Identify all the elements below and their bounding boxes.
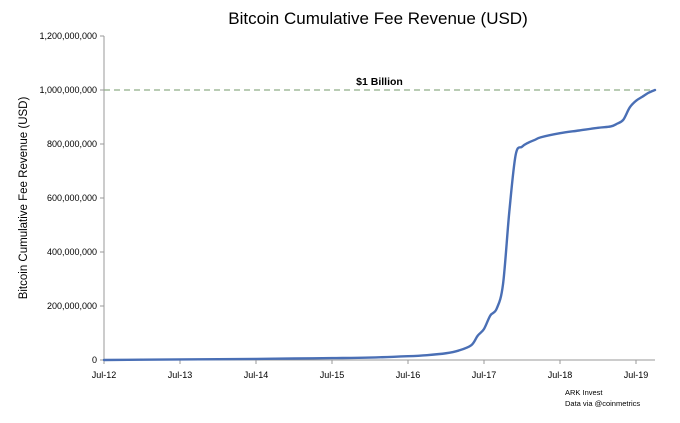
data-point bbox=[648, 92, 650, 94]
data-point bbox=[559, 132, 561, 134]
data-point bbox=[458, 349, 460, 352]
data-point bbox=[489, 314, 491, 317]
x-ticks: Jul-12 Jul-13 Jul-14 Jul-15 Jul-16 Jul-17 Jul-… bbox=[92, 360, 649, 380]
data-point bbox=[610, 125, 612, 128]
data-point bbox=[534, 139, 536, 141]
data-point bbox=[597, 127, 599, 129]
data-point bbox=[654, 89, 656, 91]
data-point bbox=[521, 146, 523, 148]
data-point bbox=[508, 210, 510, 213]
series-group bbox=[102, 88, 657, 362]
x-tick-label: Jul-19 bbox=[624, 370, 649, 380]
y-ticks: 0 200,000,000 400,000,000 600,000,000 800,00… bbox=[39, 31, 104, 365]
reference-line-group: $1 Billion bbox=[104, 76, 655, 91]
data-point bbox=[641, 96, 643, 98]
data-point bbox=[483, 328, 485, 330]
y-tick-label: 600,000,000 bbox=[47, 193, 97, 203]
y-tick-label: 800,000,000 bbox=[47, 139, 97, 149]
x-tick-label: Jul-12 bbox=[92, 370, 117, 380]
data-point bbox=[502, 283, 504, 285]
data-point bbox=[540, 136, 542, 138]
x-tick-label: Jul-14 bbox=[244, 370, 269, 380]
chart-title: Bitcoin Cumulative Fee Revenue (USD) bbox=[228, 9, 528, 28]
source-line-1: ARK Invest bbox=[565, 388, 603, 397]
data-point bbox=[407, 355, 409, 357]
y-tick-label: 400,000,000 bbox=[47, 247, 97, 257]
data-point bbox=[255, 358, 257, 360]
data-point bbox=[629, 106, 631, 109]
y-tick-label: 200,000,000 bbox=[47, 301, 97, 311]
x-tick-label: Jul-15 bbox=[320, 370, 345, 380]
data-point bbox=[496, 308, 498, 310]
x-tick-label: Jul-17 bbox=[472, 370, 497, 380]
y-tick-label: 1,200,000,000 bbox=[39, 31, 97, 41]
y-tick-label: 1,000,000,000 bbox=[39, 85, 97, 95]
data-point bbox=[141, 359, 143, 361]
y-tick-label: 0 bbox=[92, 355, 97, 365]
x-tick-label: Jul-18 bbox=[548, 370, 573, 380]
data-point bbox=[477, 335, 479, 337]
data-point bbox=[622, 119, 624, 121]
source-line-2: Data via @coinmetrics bbox=[565, 399, 640, 408]
data-point bbox=[179, 358, 181, 361]
data-point bbox=[103, 359, 105, 361]
data-point bbox=[527, 142, 529, 144]
data-point bbox=[578, 129, 580, 132]
data-point bbox=[369, 356, 371, 359]
data-point bbox=[445, 352, 447, 354]
series-line bbox=[102, 88, 657, 362]
data-point bbox=[515, 154, 517, 156]
data-point bbox=[616, 123, 618, 125]
data-point bbox=[470, 344, 472, 346]
reference-line-label: $1 Billion bbox=[356, 76, 403, 88]
x-tick-label: Jul-13 bbox=[168, 370, 193, 380]
y-axis-title: Bitcoin Cumulative Fee Revenue (USD) bbox=[18, 97, 30, 300]
data-point bbox=[426, 354, 428, 356]
data-point bbox=[293, 357, 295, 360]
data-point bbox=[331, 357, 333, 359]
data-point bbox=[635, 100, 637, 102]
x-tick-label: Jul-16 bbox=[396, 370, 421, 380]
data-point bbox=[217, 358, 219, 360]
